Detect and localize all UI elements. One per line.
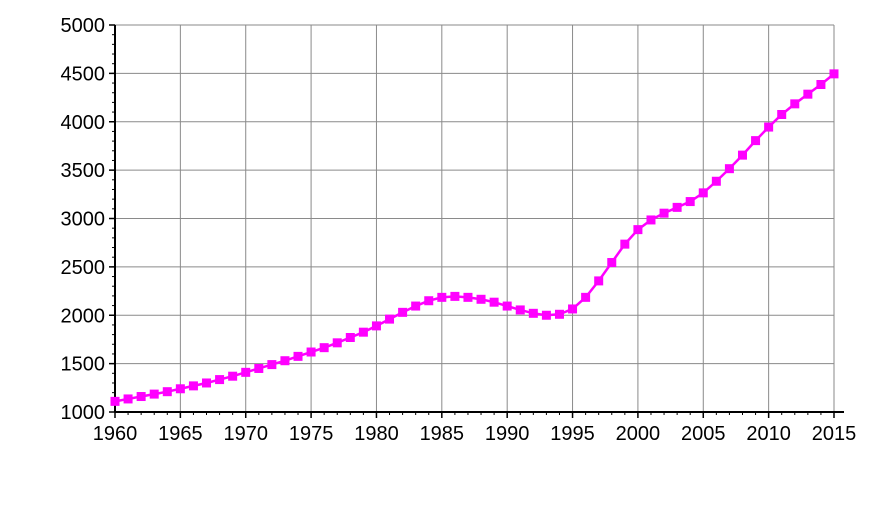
y-tick-labels: 1000 1500 2000 2500 3000 3500 4000 4500 5000	[61, 15, 106, 424]
data-point	[175, 384, 185, 394]
data-point	[123, 394, 133, 404]
data-point	[463, 292, 473, 302]
data-point	[528, 308, 538, 318]
x-tick-label: 1985	[420, 423, 465, 445]
data-point	[424, 296, 434, 306]
data-point	[110, 396, 120, 406]
data-point	[737, 150, 747, 160]
x-tick-label: 1995	[550, 423, 595, 445]
data-point	[385, 314, 395, 324]
data-point	[711, 176, 721, 186]
data-point	[672, 202, 682, 212]
data-point	[816, 80, 826, 90]
data-point	[254, 363, 264, 373]
x-tick-label: 1980	[354, 423, 399, 445]
x-tick-labels: 1960 1965 1970 1975 1980 1985 1990 1995 2000 2005…	[93, 423, 857, 445]
axis-ticks	[109, 24, 835, 418]
data-point	[215, 375, 225, 385]
data-point	[777, 109, 787, 119]
y-tick-label: 4500	[61, 63, 106, 85]
data-point	[489, 297, 499, 307]
data-point	[202, 378, 212, 388]
data-point	[790, 99, 800, 109]
data-point	[241, 367, 251, 377]
x-tick-label: 1965	[158, 423, 203, 445]
data-point	[398, 307, 408, 317]
x-tick-label: 1990	[485, 423, 530, 445]
data-point	[803, 89, 813, 99]
y-tick-label: 3500	[61, 160, 106, 182]
grid-lines	[114, 24, 835, 413]
x-tick-label: 1960	[93, 423, 138, 445]
data-point	[541, 310, 551, 320]
y-tick-label: 2000	[61, 305, 106, 327]
series-line	[114, 72, 835, 403]
x-tick-label: 1970	[223, 423, 268, 445]
data-point	[280, 356, 290, 366]
data-point	[581, 292, 591, 302]
data-point	[607, 258, 617, 268]
data-point	[554, 309, 564, 319]
data-point	[646, 215, 656, 225]
data-point	[450, 291, 460, 301]
y-tick-label: 4000	[61, 112, 106, 134]
data-point	[633, 225, 643, 235]
data-point	[764, 122, 774, 132]
data-point	[332, 338, 342, 348]
data-point	[829, 69, 839, 79]
data-point	[358, 327, 368, 337]
data-point	[724, 164, 734, 174]
x-tick-label: 2010	[746, 423, 791, 445]
data-point	[437, 292, 447, 302]
data-point	[188, 381, 198, 391]
x-tick-label: 2000	[616, 423, 661, 445]
x-tick-label: 2015	[812, 423, 857, 445]
data-point	[476, 294, 486, 304]
data-point	[698, 188, 708, 198]
y-tick-label: 2500	[61, 257, 106, 279]
y-tick-label: 3000	[61, 209, 106, 231]
data-point	[306, 347, 316, 357]
x-tick-label: 1975	[289, 423, 334, 445]
data-point	[594, 276, 604, 286]
y-tick-label: 5000	[61, 15, 106, 37]
x-tick-label: 2005	[681, 423, 726, 445]
data-point	[659, 208, 669, 218]
y-tick-label: 1500	[61, 354, 106, 376]
data-point	[411, 301, 421, 311]
data-point	[371, 321, 381, 331]
data-point	[136, 392, 146, 402]
data-point	[228, 371, 238, 381]
data-point	[293, 351, 303, 361]
data-point	[267, 360, 277, 370]
data-point	[149, 389, 159, 399]
data-point	[345, 333, 355, 343]
data-point	[751, 136, 761, 146]
data-point	[620, 239, 630, 249]
series-group	[110, 69, 839, 406]
data-point	[568, 304, 578, 314]
data-point	[502, 301, 512, 311]
data-point	[515, 305, 525, 315]
data-point	[685, 197, 695, 207]
data-point	[162, 387, 172, 397]
y-tick-label: 1000	[61, 402, 106, 424]
data-point	[319, 343, 329, 353]
